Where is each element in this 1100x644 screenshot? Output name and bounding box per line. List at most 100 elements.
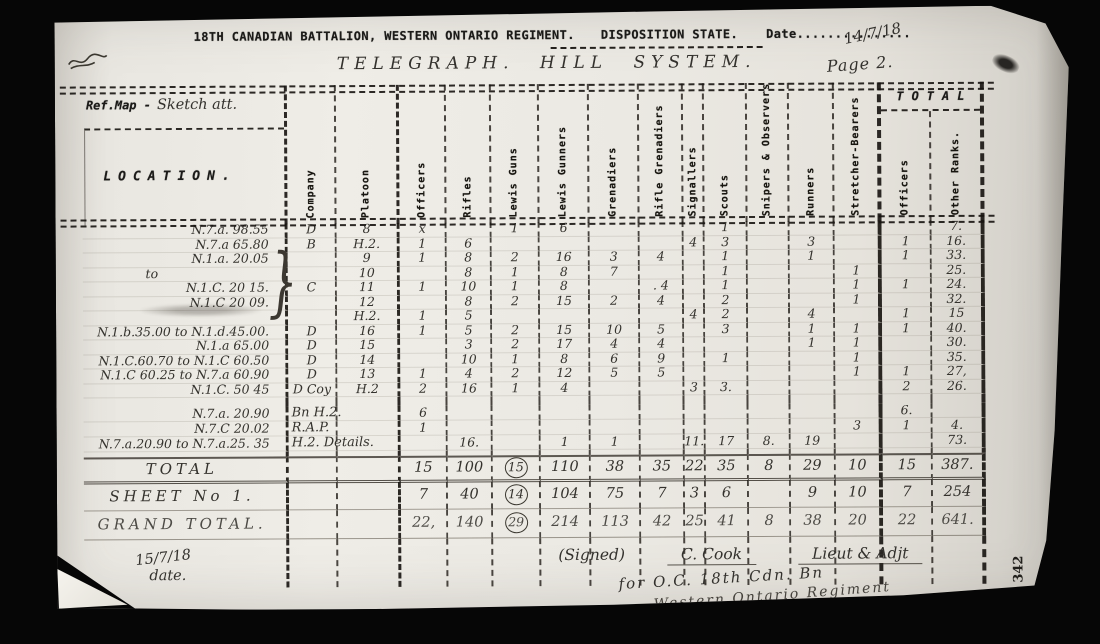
value-cell: 35 (641, 454, 685, 481)
ink-smudge (990, 51, 1022, 77)
value-cell: 100 (448, 455, 493, 482)
location-cell: TOTAL (84, 456, 289, 484)
ref-map-label: Ref.Map - (85, 98, 152, 113)
value-cell: 7 (401, 482, 448, 510)
value-cell (338, 456, 401, 483)
value-cell (790, 279, 835, 294)
value-cell: 4 (684, 236, 705, 251)
pen-squiggle-mark (65, 48, 111, 74)
col-header-total-officers: Officers (881, 111, 932, 222)
col-header-lewis-guns: Lewis Guns (491, 84, 540, 224)
system-title: TELEGRAPH. HILL SYSTEM. (336, 51, 757, 75)
value-cell: 17 (706, 434, 749, 449)
value-cell: 22 (883, 507, 933, 536)
value-cell (289, 539, 338, 587)
value-cell: 7 (590, 265, 640, 280)
col-header-runners: Runners (789, 83, 835, 223)
value-cell: 15 (493, 455, 541, 482)
value-cell (882, 336, 932, 351)
value-cell (590, 396, 640, 405)
total-header-group: TOTAL Officers Other Ranks. (881, 82, 985, 222)
value-cell (289, 482, 338, 510)
value-cell (289, 510, 338, 539)
value-cell: 6 (706, 480, 749, 508)
bottom-date-label: date. (149, 567, 187, 585)
location-cell: GRAND TOTAL. (84, 510, 289, 540)
value-cell: 29 (791, 454, 836, 481)
value-cell: 3. (705, 381, 748, 396)
value-cell (448, 538, 493, 586)
value-cell (493, 435, 541, 450)
value-cell: 20 (836, 507, 883, 536)
value-cell: 29 (493, 509, 541, 538)
value-cell (401, 539, 448, 587)
value-cell: 254 (933, 479, 986, 507)
value-cell (835, 394, 882, 403)
value-cell (493, 538, 541, 586)
value-cell (790, 366, 835, 381)
value-cell (338, 510, 401, 539)
value-cell: 22, (401, 510, 448, 539)
value-cell (540, 396, 590, 405)
value-cell (883, 433, 933, 448)
value-cell (492, 396, 540, 405)
value-cell: 3 (836, 418, 883, 433)
value-cell (748, 337, 790, 352)
value-cell (706, 419, 749, 434)
value-cell (684, 337, 705, 352)
value-cell: 9 (791, 480, 836, 508)
value-cell (448, 420, 493, 435)
value-cell (835, 380, 882, 395)
total-subcolumns: Officers Other Ranks. (881, 111, 981, 222)
page-edge-shading (1036, 5, 1073, 605)
value-cell: 110 (541, 455, 591, 482)
col-header-total-other-ranks: Other Ranks. (949, 131, 962, 216)
value-cell: 2 (492, 295, 540, 310)
value-cell (684, 352, 705, 367)
value-cell: 7 (883, 479, 933, 507)
circled-value: 14 (504, 484, 527, 505)
value-cell: 1 (400, 281, 447, 296)
value-cell (289, 456, 338, 483)
value-cell: 5 (590, 367, 640, 382)
value-cell: H.2 (337, 382, 400, 397)
value-cell: 8 (749, 508, 791, 537)
ink-smudge-row (141, 304, 261, 318)
value-cell (338, 436, 401, 451)
value-cell: 1 (835, 365, 882, 380)
signed-label: (Signed) (558, 545, 626, 565)
signature-line: (Signed) C. Cook Lieut & Adjt (558, 544, 922, 564)
value-cell: H.2. Details. (289, 436, 338, 451)
value-cell: 641. (933, 507, 986, 536)
value-cell (748, 250, 790, 265)
value-cell: 3 (684, 381, 705, 396)
value-cell (541, 420, 591, 435)
value-cell (748, 380, 790, 395)
page-number: Page 2. (826, 51, 895, 76)
value-cell: 35 (706, 454, 749, 481)
location-cell: N.1.a. 20.05 (83, 252, 288, 268)
signed-rank: Lieut & Adjt (798, 544, 923, 565)
value-cell (706, 404, 749, 419)
location-cell: SHEET No 1. (84, 482, 289, 511)
value-cell: 1 (882, 322, 932, 337)
location-box: LOCATION. (84, 127, 285, 225)
value-cell: 41 (706, 508, 749, 537)
col-header-rifles: Rifles (446, 84, 492, 224)
value-cell: 3 (705, 323, 748, 338)
value-cell (590, 381, 640, 396)
value-cell (748, 264, 790, 279)
value-cell: 16. (448, 435, 493, 450)
value-cell (748, 351, 790, 366)
value-cell: 15 (401, 456, 448, 483)
value-cell: 1 (492, 382, 540, 397)
value-cell (836, 403, 883, 418)
value-cell (748, 279, 790, 294)
value-cell: 4 (540, 381, 590, 396)
value-cell (748, 322, 790, 337)
value-cell (338, 421, 401, 436)
value-cell: 38 (791, 508, 836, 537)
signed-name: C. Cook (667, 545, 756, 565)
value-cell (448, 405, 493, 420)
